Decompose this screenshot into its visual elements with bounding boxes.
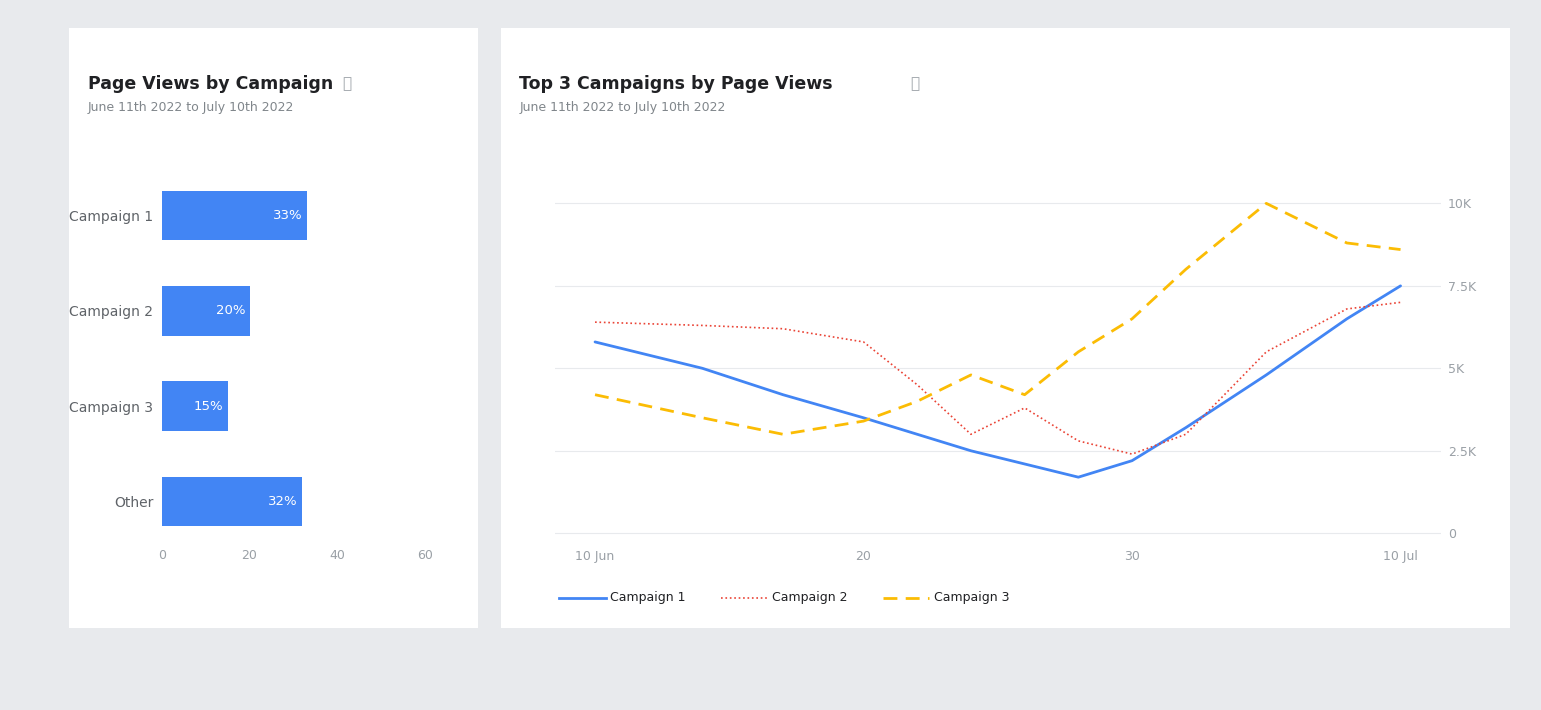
Text: 15%: 15% [194,400,223,413]
Text: Campaign 3: Campaign 3 [934,591,1009,604]
Bar [162,477,302,526]
Text: ⓘ: ⓘ [342,76,351,92]
Text: 20%: 20% [216,305,245,317]
Bar [162,286,250,336]
Text: June 11th 2022 to July 10th 2022: June 11th 2022 to July 10th 2022 [88,102,294,114]
Text: Campaign 1: Campaign 1 [610,591,686,604]
Text: 32%: 32% [268,495,297,508]
Text: June 11th 2022 to July 10th 2022: June 11th 2022 to July 10th 2022 [519,102,726,114]
Text: Top 3 Campaigns by Page Views: Top 3 Campaigns by Page Views [519,75,834,93]
Text: ⓘ: ⓘ [911,76,920,92]
Bar [162,191,307,240]
Text: 33%: 33% [273,209,302,222]
Bar [162,381,228,431]
Text: Campaign 2: Campaign 2 [772,591,848,604]
Text: Page Views by Campaign: Page Views by Campaign [88,75,333,93]
